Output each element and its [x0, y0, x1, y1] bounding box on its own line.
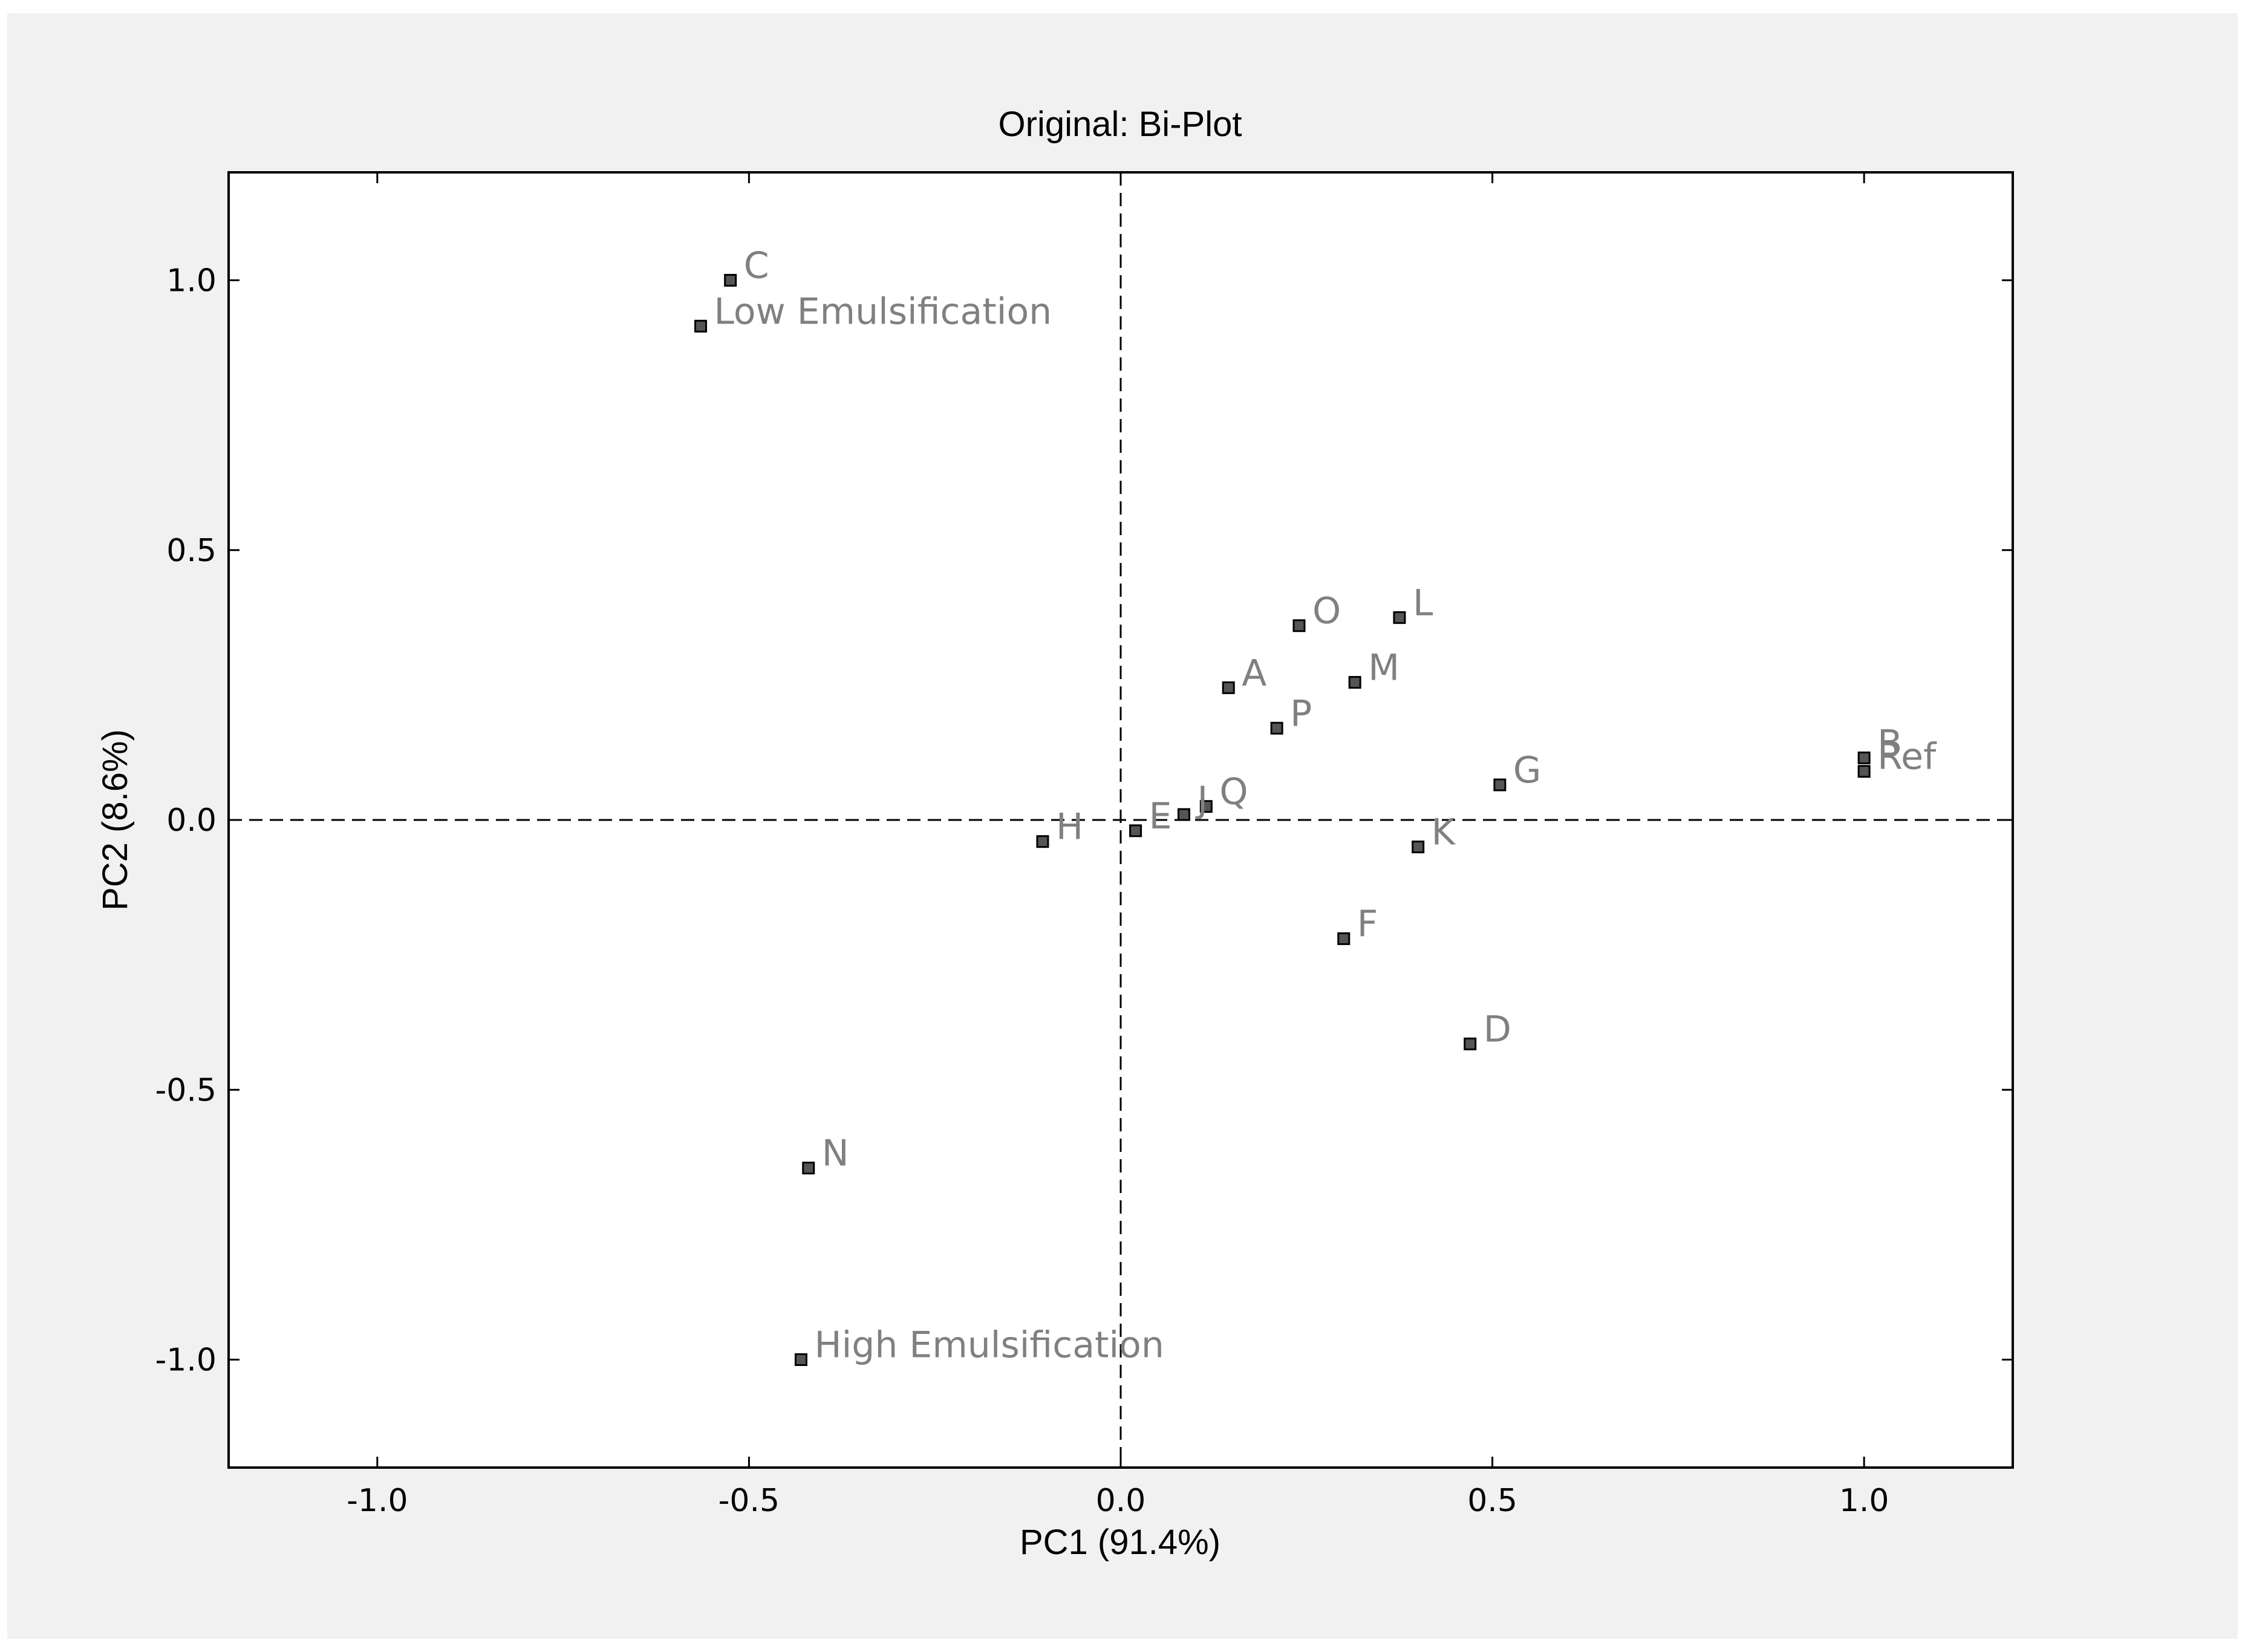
point-marker	[1199, 800, 1213, 813]
point-label: D	[1484, 1008, 1511, 1050]
point-marker	[1464, 1037, 1477, 1050]
point-label: O	[1312, 590, 1341, 633]
point-label: E	[1149, 795, 1172, 837]
point-marker	[694, 319, 708, 333]
point-marker	[1857, 751, 1871, 764]
point-marker	[1036, 835, 1049, 848]
point-label: H	[1056, 806, 1083, 848]
point-marker	[1177, 808, 1190, 821]
point-label: K	[1432, 811, 1456, 854]
x-tick-label: 0.5	[1467, 1483, 1517, 1519]
point-label: L	[1413, 582, 1433, 624]
y-axis-title: PC2 (8.6%)	[96, 729, 135, 911]
point-label: N	[822, 1133, 849, 1175]
point-marker	[1493, 778, 1507, 792]
point-marker	[1129, 824, 1142, 837]
point-label: B	[1877, 722, 1902, 764]
chart-title: Original: Bi-Plot	[999, 105, 1242, 144]
x-tick-label: -0.5	[718, 1483, 780, 1519]
y-tick-label: -1.0	[155, 1342, 217, 1379]
y-tick-label: 0.5	[166, 533, 217, 569]
reference-lines	[229, 172, 2013, 1468]
point-label: Low Emulsification	[714, 290, 1052, 333]
point-marker	[794, 1353, 807, 1366]
point-marker	[1337, 932, 1351, 945]
point-marker	[1393, 611, 1406, 624]
y-tick-label: -0.5	[155, 1072, 217, 1108]
point-marker	[1348, 675, 1361, 689]
point-label: M	[1368, 646, 1399, 689]
point-label: Q	[1219, 771, 1248, 813]
x-tick-label: 0.0	[1096, 1483, 1146, 1519]
point-label: Ref	[1877, 736, 1937, 778]
point-marker	[724, 274, 737, 287]
point-marker	[1270, 721, 1283, 735]
x-tick-label: -1.0	[347, 1483, 408, 1519]
y-tick-label: 0.0	[166, 802, 217, 839]
point-marker	[1222, 681, 1235, 694]
point-marker	[802, 1162, 815, 1175]
point-label: F	[1357, 903, 1378, 945]
x-tick-label: 1.0	[1839, 1483, 1889, 1519]
figure-panel: Original: Bi-Plot PC1 (91.4%) PC2 (8.6%)…	[7, 13, 2238, 1639]
point-label: C	[744, 245, 769, 287]
point-marker	[1292, 619, 1306, 633]
point-label: J	[1194, 779, 1208, 821]
point-label: High Emulsification	[814, 1324, 1164, 1367]
point-marker	[1412, 841, 1425, 854]
y-tick-label: 1.0	[166, 263, 217, 299]
point-label: A	[1242, 652, 1266, 694]
axis-ticks: -1.0 -0.5 0.0 0.5 1.0 -1.0 -0.5 0.0 0.5 1.0	[155, 172, 2013, 1519]
biplot-chart: Original: Bi-Plot PC1 (91.4%) PC2 (8.6%)…	[96, 105, 2014, 1562]
point-label: G	[1513, 749, 1542, 792]
point-label: P	[1290, 692, 1312, 735]
point-marker	[1857, 765, 1871, 778]
x-axis-title: PC1 (91.4%)	[1020, 1523, 1220, 1562]
